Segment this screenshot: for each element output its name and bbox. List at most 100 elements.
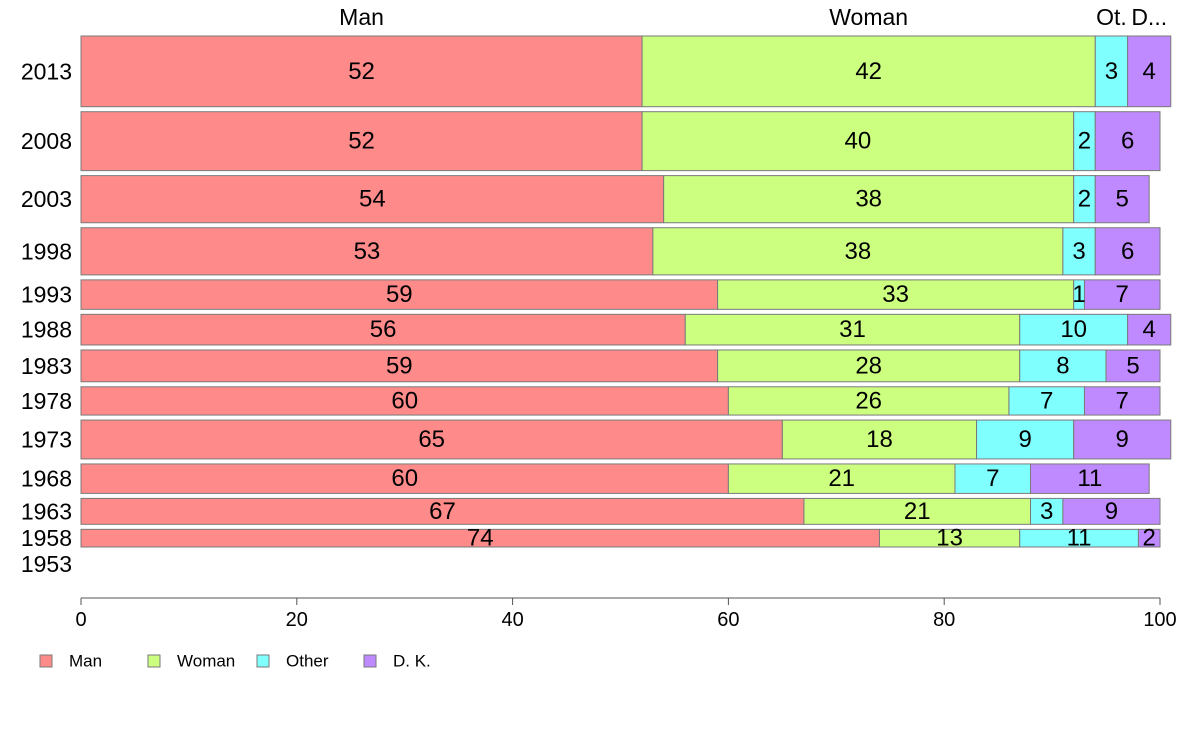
segment-value-label: 33 <box>882 281 909 308</box>
legend-swatch-man <box>39 654 53 668</box>
bar-segment-1998-man <box>80 227 654 276</box>
year-label: 1983 <box>21 353 72 379</box>
legend-swatch-dk <box>363 654 377 668</box>
bar-segment-2013-other <box>1094 35 1129 108</box>
bar-segment-1988-man <box>80 313 686 346</box>
top-column-label: Ot. <box>1096 4 1127 30</box>
segment-value-label: 10 <box>1060 316 1087 343</box>
bar-segment-1983-dk <box>1105 349 1161 383</box>
segment-value-label: 74 <box>467 525 494 552</box>
bar-segment-2008-dk <box>1094 111 1161 172</box>
bar-segment-1973-man <box>80 419 783 460</box>
bar-segment-2013-dk <box>1127 35 1172 108</box>
top-column-label: Man <box>339 4 384 30</box>
segment-value-label: 3 <box>1105 58 1118 85</box>
legend-label: D. K. <box>393 652 431 671</box>
segment-value-label: 8 <box>1056 352 1069 379</box>
legend-label: Man <box>69 652 102 671</box>
year-label: 2003 <box>21 186 72 212</box>
top-column-label: D... <box>1131 4 1167 30</box>
bar-segment-1963-dk <box>1062 497 1161 525</box>
segment-value-label: 52 <box>348 58 375 85</box>
segment-value-label: 7 <box>1116 281 1129 308</box>
segment-value-label: 13 <box>936 525 963 552</box>
year-label: 1953 <box>21 551 72 577</box>
segment-value-label: 6 <box>1121 128 1134 155</box>
x-tick-label: 40 <box>501 609 523 631</box>
segment-value-label: 38 <box>855 186 882 213</box>
segment-value-label: 3 <box>1072 238 1085 265</box>
year-label: 1973 <box>21 427 72 453</box>
segment-value-label: 11 <box>1077 465 1102 492</box>
legend: Man Woman Other D. K. <box>39 652 431 671</box>
segment-value-label: 18 <box>866 426 893 453</box>
bar-segment-1983-woman <box>717 349 1021 383</box>
x-tick-label: 80 <box>933 609 955 631</box>
year-label: 1968 <box>21 466 72 492</box>
segment-value-label: 5 <box>1116 186 1129 213</box>
bar-segment-1978-other <box>1008 386 1085 416</box>
segment-value-labels: 52 42 3 452 40 2 654 38 2 553 38 3 659 33 1 756 31 10 459 2… <box>348 58 1156 552</box>
year-label: 1993 <box>21 282 72 308</box>
segment-value-label: 21 <box>828 465 855 492</box>
bar-segment-1958-dk <box>1137 528 1161 548</box>
bar-segment-1968-man <box>80 463 729 494</box>
year-label: 1998 <box>21 238 72 264</box>
bar-segment-1978-woman <box>727 386 1010 416</box>
segment-value-label: 28 <box>855 352 882 379</box>
bar-segment-1993-dk <box>1083 279 1161 310</box>
segment-value-label: 2 <box>1078 186 1091 213</box>
segment-value-label: 54 <box>359 186 386 213</box>
segment-value-label: 7 <box>986 465 999 492</box>
bar-segment-2008-man <box>80 111 643 172</box>
segment-value-label: 7 <box>1116 387 1129 414</box>
legend-label: Woman <box>177 652 235 671</box>
segment-value-label: 3 <box>1040 498 1053 525</box>
segment-value-label: 2 <box>1078 128 1091 155</box>
year-label: 2008 <box>21 128 72 154</box>
segment-value-label: 5 <box>1126 352 1139 379</box>
bar-segment-1978-dk <box>1083 386 1161 416</box>
bar-segment-1998-woman <box>652 227 1064 276</box>
segment-value-label: 9 <box>1105 498 1118 525</box>
x-tick-label: 20 <box>286 609 308 631</box>
year-label: 2013 <box>21 58 72 84</box>
segment-value-label: 31 <box>839 316 866 343</box>
segment-value-label: 67 <box>429 498 456 525</box>
year-label: 1988 <box>21 317 72 343</box>
bar-segment-1973-dk <box>1073 419 1172 460</box>
bar-segment-1998-other <box>1062 227 1096 276</box>
segment-value-label: 26 <box>855 387 882 414</box>
year-labels: 2013 2008 2003 1998 1993 1988 1983 1978 1973 1968… <box>21 58 72 577</box>
year-label: 1963 <box>21 498 72 524</box>
bar-segment-1968-other <box>954 463 1032 494</box>
segment-value-label: 4 <box>1143 316 1156 343</box>
segment-value-label: 7 <box>1040 387 1053 414</box>
bar-segment-2003-dk <box>1094 175 1150 224</box>
bar-segment-1988-dk <box>1127 313 1172 346</box>
bar-segment-1983-man <box>80 349 719 383</box>
bar-segment-1973-other <box>976 419 1075 460</box>
segment-value-label: 52 <box>348 128 375 155</box>
segment-value-label: 4 <box>1143 58 1156 85</box>
segment-value-label: 40 <box>845 128 872 155</box>
segment-value-label: 60 <box>391 387 418 414</box>
segment-value-label: 9 <box>1116 426 1129 453</box>
legend-swatch-other <box>256 654 270 668</box>
segment-value-label: 53 <box>354 238 381 265</box>
segment-value-label: 2 <box>1143 525 1156 552</box>
bar-segment-2013-man <box>80 35 643 108</box>
x-tick-label: 100 <box>1143 609 1176 631</box>
bar-segment-2013-woman <box>641 35 1096 108</box>
year-label: 1978 <box>21 388 72 414</box>
x-tick-label: 0 <box>75 609 86 631</box>
bar-segment-1998-dk <box>1094 227 1161 276</box>
legend-label: Other <box>286 652 329 671</box>
bar-segments <box>80 35 1172 548</box>
year-label: 1958 <box>21 525 72 551</box>
bar-segment-2008-woman <box>641 111 1075 172</box>
segment-value-label: 38 <box>845 238 872 265</box>
bar-segment-2003-woman <box>663 175 1075 224</box>
